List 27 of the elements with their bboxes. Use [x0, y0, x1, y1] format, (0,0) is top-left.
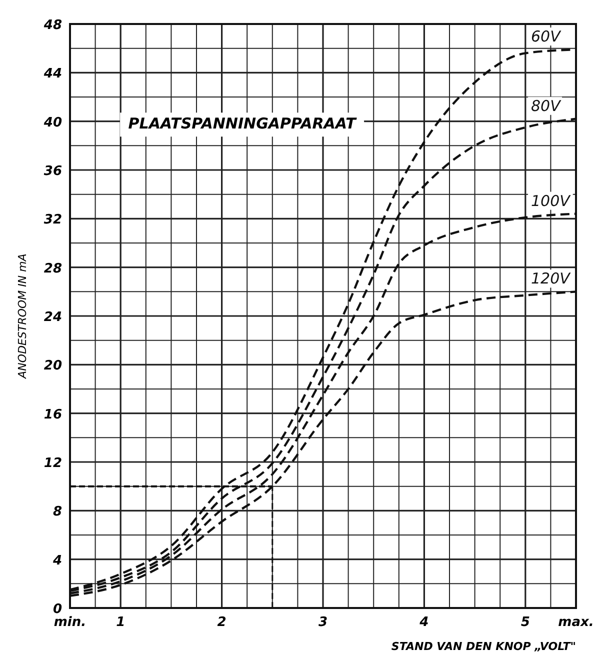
- series-label: 80V: [531, 96, 562, 115]
- y-tick-label: 48: [42, 18, 62, 33]
- y-axis-title: ANODESTROOM IN mA: [16, 254, 29, 380]
- y-tick-label: 12: [44, 456, 62, 471]
- series-label: 60V: [531, 28, 562, 46]
- y-tick-label: 16: [44, 407, 62, 422]
- y-tick-label: 20: [44, 358, 62, 374]
- x-axis-title: STAND VAN DEN KNOP „VOLT": [391, 640, 576, 653]
- x-tick-label: 3: [318, 615, 328, 630]
- y-tick-label: 28: [44, 261, 62, 276]
- y-tick-label: 40: [42, 115, 62, 130]
- y-tick-label: 8: [52, 504, 62, 520]
- y-tick-label: 24: [44, 310, 62, 325]
- x-tick-label: max.: [558, 615, 594, 630]
- y-tick-label: 36: [44, 164, 62, 179]
- y-tick-label: 32: [44, 212, 62, 228]
- y-tick-label: 4: [52, 553, 62, 568]
- y-tick-label: 0: [52, 602, 62, 617]
- series-label: 100V: [531, 192, 572, 210]
- x-tick-label: 4: [418, 615, 429, 630]
- x-tick-label: 2: [217, 615, 226, 630]
- y-tick-label: 44: [42, 66, 62, 82]
- x-tick-label: 5: [520, 615, 530, 630]
- text: PLAATSPANNINGAPPARAAT: [128, 114, 358, 133]
- x-tick-label: 1: [116, 615, 126, 630]
- x-tick-label: min.: [54, 615, 86, 630]
- series-label: 120V: [531, 270, 572, 288]
